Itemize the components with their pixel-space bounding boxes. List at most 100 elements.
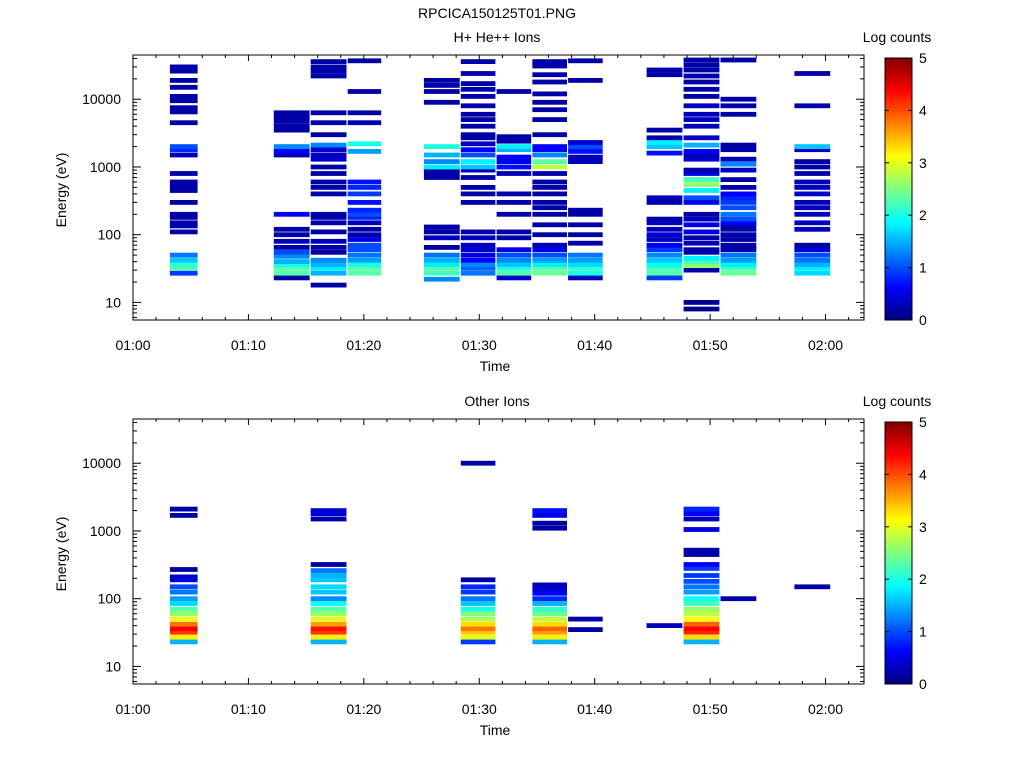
- heatmap-cell: [532, 611, 567, 617]
- heatmap-cell: [683, 86, 720, 92]
- heatmap-cell: [720, 247, 757, 253]
- heatmap-cell: [460, 242, 496, 248]
- colorbar-gradient: [884, 57, 913, 321]
- heatmap-cell: [460, 135, 496, 141]
- heatmap-cell: [720, 257, 757, 263]
- heatmap-cell: [720, 226, 757, 232]
- heatmap-cell: [310, 211, 347, 217]
- heatmap-cell: [532, 222, 567, 228]
- heatmap-cell: [347, 232, 382, 238]
- heatmap-cell: [532, 59, 567, 64]
- heatmap-cell: [646, 135, 683, 141]
- heatmap-cell: [169, 513, 198, 518]
- y-tick-label: 1000: [90, 523, 121, 539]
- heatmap-cell: [532, 205, 567, 211]
- heatmap-cell: [347, 242, 382, 248]
- heatmap-cell: [794, 71, 831, 76]
- heatmap-cell: [683, 263, 720, 268]
- heatmap-cell: [347, 247, 382, 253]
- heatmap-cell: [273, 211, 310, 217]
- x-axis-label: Time: [480, 722, 511, 738]
- heatmap-cell: [460, 81, 496, 86]
- heatmap-cell: [169, 611, 198, 617]
- heatmap-cell: [169, 262, 198, 268]
- heatmap-cell: [496, 191, 532, 197]
- heatmap-cell: [347, 211, 382, 217]
- heatmap-cell: [310, 147, 347, 153]
- heatmap-cell: [683, 566, 720, 571]
- x-tick-label: 02:00: [808, 337, 843, 353]
- heatmap-cell: [169, 574, 198, 580]
- heatmap-cell: [460, 167, 496, 173]
- x-tick-label: 01:20: [346, 701, 381, 717]
- heatmap-cell: [683, 229, 720, 235]
- heatmap-cell: [532, 72, 567, 78]
- heatmap-cell: [794, 270, 831, 276]
- heatmap-cell: [532, 520, 567, 526]
- heatmap-cell: [683, 195, 720, 201]
- heatmap-cell: [169, 265, 198, 271]
- x-tick-label: 01:50: [693, 337, 728, 353]
- heatmap-cell: [532, 262, 567, 268]
- heatmap-cell: [568, 616, 603, 622]
- heatmap-cell: [310, 626, 347, 632]
- heatmap-cell: [310, 59, 347, 64]
- axes: 01:00 01:10 01:20 01:30 01:40 01:50 02:00 10 100…: [82, 54, 865, 353]
- heatmap-cell: [460, 86, 496, 92]
- heatmap-cell: [310, 573, 347, 578]
- heatmap-cell: [347, 89, 382, 94]
- heatmap-cell: [310, 639, 347, 645]
- heatmap-cell: [646, 247, 683, 253]
- heatmap-cell: [496, 154, 532, 160]
- heatmap-cell: [720, 185, 757, 190]
- heatmap-cell: [683, 171, 720, 176]
- heatmap-cell: [460, 229, 496, 235]
- heatmap-cell: [720, 103, 757, 109]
- heatmap-cell: [646, 270, 683, 276]
- heatmap-cell: [460, 147, 496, 153]
- x-tick-label: 01:10: [231, 337, 266, 353]
- heatmap-cell: [720, 252, 757, 258]
- heatmap-cell: [460, 606, 496, 612]
- heatmap-cell: [169, 616, 198, 622]
- heatmap-cell: [310, 511, 347, 517]
- heatmap-cell: [646, 237, 683, 242]
- heatmap-cell: [310, 229, 347, 235]
- heatmap-cell: [169, 109, 198, 115]
- heatmap-cell: [532, 132, 567, 138]
- heatmap-cell: [646, 265, 683, 271]
- heatmap-cell: [423, 276, 460, 282]
- heatmap-cell: [460, 247, 496, 253]
- heatmap-cell: [423, 229, 460, 235]
- heatmap-cell: [720, 242, 757, 248]
- heatmap-cell: [683, 516, 720, 522]
- heatmap-cells: [169, 57, 831, 312]
- heatmap-cell: [568, 222, 603, 228]
- heatmap-cell: [310, 156, 347, 162]
- heatmap-cell: [423, 262, 460, 268]
- heatmap-cell: [532, 626, 567, 632]
- heatmap-cell: [683, 79, 720, 85]
- heatmap-cell: [273, 275, 310, 281]
- heatmap-cell: [683, 259, 720, 264]
- heatmap-cell: [794, 205, 831, 211]
- heatmap-cell: [794, 144, 831, 149]
- heatmap-cell: [532, 107, 567, 113]
- heatmap-cell: [683, 626, 720, 632]
- heatmap-cell: [496, 265, 532, 271]
- heatmap-cell: [720, 205, 757, 211]
- heatmap-cell: [683, 249, 720, 255]
- heatmap-cells: [169, 460, 831, 645]
- x-tick-label: 01:30: [462, 337, 497, 353]
- heatmap-cell: [273, 123, 310, 129]
- heatmap-cell: [683, 300, 720, 305]
- heatmap-cell: [683, 73, 720, 79]
- heatmap-cell: [310, 179, 347, 185]
- colorbar-gradient: [884, 421, 913, 685]
- heatmap-cell: [460, 123, 496, 129]
- heatmap-cell: [169, 626, 198, 632]
- heatmap-cell: [310, 616, 347, 622]
- heatmap-cell: [423, 171, 460, 176]
- heatmap-cell: [169, 188, 198, 193]
- colorbar-tick-label: 2: [919, 207, 927, 223]
